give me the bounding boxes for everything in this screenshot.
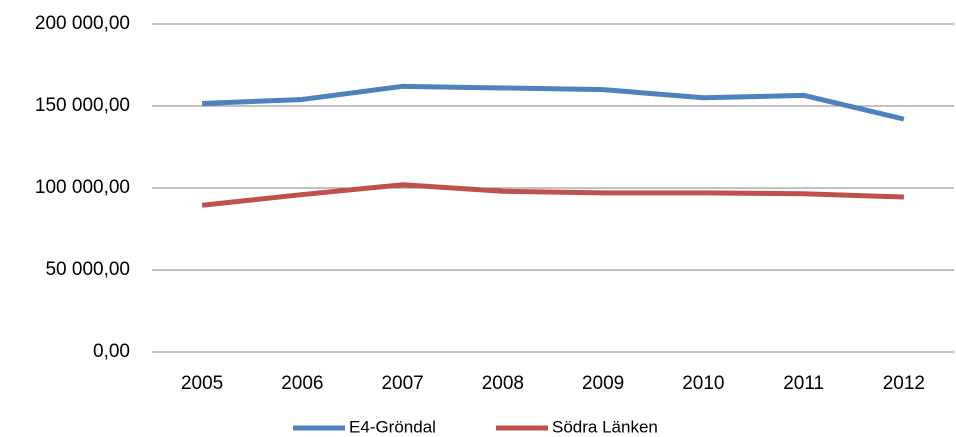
x-tick-label: 2005 — [181, 373, 223, 394]
x-tick-label: 2010 — [682, 373, 724, 394]
y-tick-label: 200 000,00 — [35, 13, 130, 34]
x-tick-label: 2009 — [582, 373, 624, 394]
y-tick-label: 100 000,00 — [35, 177, 130, 198]
x-tick-label: 2006 — [281, 373, 323, 394]
line-series — [202, 83, 905, 122]
y-tick-label: 150 000,00 — [35, 95, 130, 116]
y-tick-label: 50 000,00 — [45, 259, 130, 280]
legend-label: Södra Länken — [552, 417, 658, 436]
x-tick-label: 2008 — [482, 373, 524, 394]
legend: E4-Gröndal Södra Länken — [293, 417, 658, 436]
y-tick-label: 0,00 — [93, 341, 130, 362]
legend-label: E4-Gröndal — [349, 417, 436, 436]
x-tick-label: 2012 — [883, 373, 925, 394]
line-series — [201, 182, 904, 208]
x-tick-label: 2011 — [783, 373, 824, 394]
x-tick-label: 2007 — [381, 373, 423, 394]
